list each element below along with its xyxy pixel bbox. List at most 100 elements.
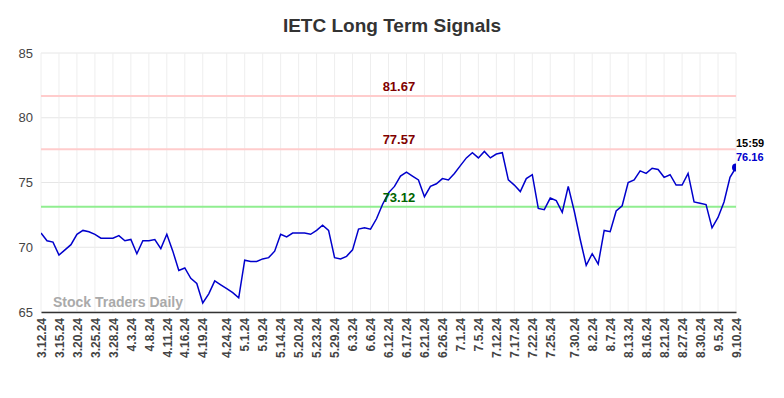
x-tick-label: 6.21.24: [418, 318, 432, 358]
grid-line-x: [718, 53, 719, 312]
grid-line-x: [94, 53, 95, 312]
x-tick-label: 4.19.24: [196, 318, 210, 358]
x-tick: 7.25.24: [544, 312, 558, 358]
grid-line-x: [496, 53, 497, 312]
grid-line-x: [664, 53, 665, 312]
grid-line-x: [682, 53, 683, 312]
grid-line-x: [112, 53, 113, 312]
x-axis: 3.12.243.15.243.20.243.25.243.28.244.3.2…: [35, 312, 744, 358]
grid-line-x: [244, 53, 245, 312]
x-tick-label: 7.22.24: [526, 318, 540, 358]
reference-line: [41, 95, 736, 97]
x-tick: 5.29.24: [328, 312, 342, 358]
y-tick-label: 80: [19, 110, 33, 125]
x-tick-label: 5.14.24: [274, 318, 288, 358]
grid-line-x: [226, 53, 227, 312]
grid-line-x: [574, 53, 575, 312]
x-tick-label: 4.11.24: [161, 318, 175, 358]
grid-line-x: [58, 53, 59, 312]
x-tick: 5.14.24: [274, 312, 288, 358]
x-tick-label: 9.5.24: [712, 318, 726, 352]
x-tick-label: 7.1.24: [454, 318, 468, 352]
reference-label: 81.67: [383, 79, 416, 94]
x-tick: 8.30.24: [694, 312, 708, 358]
grid-line-x: [130, 53, 131, 312]
grid-line-x: [610, 53, 611, 312]
x-tick: 6.21.24: [418, 312, 432, 358]
grid-line-x: [442, 53, 443, 312]
x-tick-label: 6.17.24: [400, 318, 414, 358]
x-tick-label: 6.12.24: [382, 318, 396, 358]
grid-line-x: [148, 53, 149, 312]
x-tick-label: 3.25.24: [89, 318, 103, 358]
grid-line-x: [646, 53, 647, 312]
title: IETC Long Term Signals: [283, 15, 501, 36]
x-tick: 8.27.24: [676, 312, 690, 358]
x-tick-label: 5.9.24: [256, 318, 270, 352]
x-tick: 4.8.24: [143, 312, 157, 351]
x-tick: 3.20.24: [71, 312, 85, 358]
x-tick: 9.10.24: [730, 312, 744, 358]
x-tick: 7.12.24: [490, 312, 504, 358]
x-tick-label: 4.3.24: [125, 318, 139, 352]
y-tick: 80: [19, 110, 41, 125]
x-tick: 8.16.24: [640, 312, 654, 358]
grid-line-x: [262, 53, 263, 312]
x-tick-label: 8.27.24: [676, 318, 690, 358]
grid-line-x: [334, 53, 335, 312]
x-tick: 5.23.24: [310, 312, 324, 358]
y-axis: 65 70 75 80 85: [19, 46, 42, 320]
grid-line-x: [592, 53, 593, 312]
grid-line-x: [370, 53, 371, 312]
grid-line-x: [166, 53, 167, 312]
x-tick-label: 6.6.24: [364, 318, 378, 352]
x-tick-label: 8.21.24: [658, 318, 672, 358]
grid-line-x: [460, 53, 461, 312]
x-tick-label: 3.20.24: [71, 318, 85, 358]
grid-line-x: [184, 53, 185, 312]
y-tick: 85: [19, 46, 41, 61]
grid-line-x: [298, 53, 299, 312]
y-tick: 75: [19, 175, 41, 190]
y-tick: 65: [19, 305, 41, 320]
x-tick-label: 7.5.24: [472, 318, 486, 352]
reference-label: 73.12: [383, 190, 416, 205]
watermark: Stock Traders Daily: [53, 294, 183, 310]
x-tick-label: 6.3.24: [346, 318, 360, 352]
grid-line-x: [514, 53, 515, 312]
y-axis-line: [41, 54, 42, 313]
grid-line-x: [700, 53, 701, 312]
x-tick: 6.26.24: [436, 312, 450, 358]
x-tick: 6.3.24: [346, 312, 360, 351]
x-tick-label: 5.29.24: [328, 318, 342, 358]
y-tick-label: 70: [19, 240, 33, 255]
x-tick: 7.22.24: [526, 312, 540, 358]
x-tick: 3.28.24: [107, 312, 121, 358]
x-tick-label: 7.17.24: [508, 318, 522, 358]
y-tick-label: 85: [19, 46, 33, 61]
x-tick-label: 5.1.24: [238, 318, 252, 352]
reference-line: [41, 206, 736, 208]
x-tick: 3.25.24: [89, 312, 103, 358]
grid-line-x: [76, 53, 77, 312]
x-tick: 6.12.24: [382, 312, 396, 358]
x-tick: 5.9.24: [256, 312, 270, 351]
plot-area: [41, 96, 736, 303]
grid-line-x: [424, 53, 425, 312]
x-tick: 7.17.24: [508, 312, 522, 358]
grid-line-x: [280, 53, 281, 312]
x-tick: 7.5.24: [472, 312, 486, 351]
x-tick-label: 3.15.24: [53, 318, 67, 358]
x-tick-label: 5.20.24: [292, 318, 306, 358]
x-tick-label: 8.16.24: [640, 318, 654, 358]
y-tick: 70: [19, 240, 41, 255]
x-tick: 8.21.24: [658, 312, 672, 358]
x-tick-label: 3.28.24: [107, 318, 121, 358]
x-tick: 5.20.24: [292, 312, 306, 358]
x-tick-label: 8.7.24: [604, 318, 618, 352]
x-tick: 4.11.24: [161, 312, 175, 357]
last-value-label: 76.16: [736, 151, 764, 163]
x-tick: 8.13.24: [622, 312, 636, 358]
grid-line-x: [352, 53, 353, 312]
x-tick: 4.24.24: [220, 312, 234, 358]
